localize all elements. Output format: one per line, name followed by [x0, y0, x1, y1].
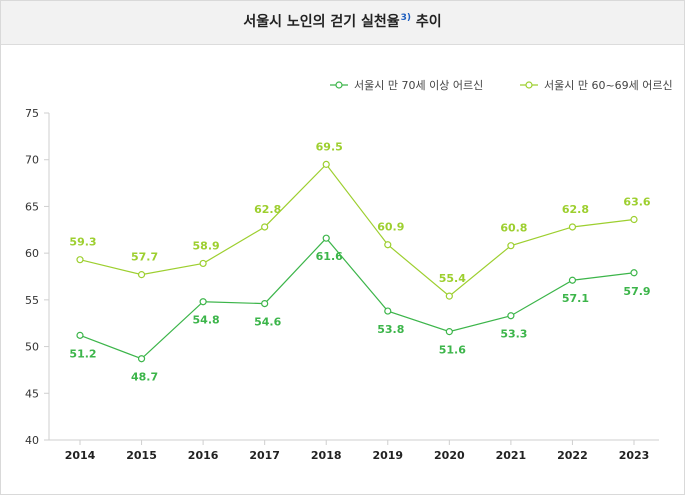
- data-label: 60.8: [500, 222, 527, 235]
- chart-title: 서울시 노인의 걷기 실천율3) 추이: [1, 1, 684, 45]
- y-tick-label: 60: [25, 247, 39, 260]
- data-point: [199, 259, 207, 268]
- data-point: [630, 269, 638, 277]
- legend-label: 서울시 만 60~69세 어르신: [544, 79, 673, 92]
- x-tick-label: 2016: [188, 449, 219, 462]
- x-tick-label: 2021: [496, 449, 527, 462]
- x-tick-label: 2018: [311, 449, 342, 462]
- axes: 40 45 50 55 60 65 70 75 2014 2015 2016 2017 2018 2019…: [25, 107, 659, 462]
- data-label: 48.7: [131, 371, 158, 384]
- data-label: 53.3: [500, 328, 527, 341]
- y-tick-label: 40: [25, 434, 39, 447]
- legend-item-2: 서울시 만 60~69세 어르신: [520, 79, 673, 92]
- data-label: 61.6: [316, 250, 343, 263]
- legend-label: 서울시 만 70세 이상 어르신: [354, 79, 483, 92]
- data-label: 53.8: [377, 323, 404, 336]
- series-2: 59.3 57.7 58.9 62.8 69.5 60.9 55.4 60.8 62.8 63.6: [69, 140, 651, 300]
- data-point: [261, 223, 269, 231]
- x-tick-label: 2017: [249, 449, 280, 462]
- y-tick-label: 75: [25, 107, 39, 120]
- x-tick-label: 2014: [65, 449, 96, 462]
- y-tick-label: 65: [25, 200, 39, 213]
- series-layer: 51.2 48.7 54.8 54.6 61.6 53.8 51.6 53.3 57.1 57.9…: [69, 140, 650, 383]
- data-label: 57.7: [131, 251, 158, 264]
- series-line: [79, 237, 635, 360]
- legend-swatch-marker: [525, 81, 533, 89]
- x-tick-label: 2019: [372, 449, 403, 462]
- data-label: 63.6: [623, 196, 650, 209]
- data-point: [322, 234, 330, 242]
- data-label: 51.2: [69, 347, 96, 360]
- chart-title-footnote-ref: 3): [400, 13, 412, 23]
- data-point: [261, 299, 269, 308]
- data-label: 54.6: [254, 316, 281, 329]
- data-label: 58.9: [193, 239, 220, 252]
- data-point: [507, 242, 515, 250]
- data-point: [384, 241, 392, 249]
- data-point: [137, 271, 146, 279]
- series-1: 51.2 48.7 54.8 54.6 61.6 53.8 51.6 53.3 57.1 57.9: [69, 234, 651, 384]
- y-tick-label: 50: [25, 341, 39, 354]
- data-point: [384, 307, 392, 315]
- legend: 서울시 만 70세 이상 어르신 서울시 만 60~69세 어르신: [330, 79, 673, 92]
- x-tick-label: 2015: [126, 449, 157, 462]
- legend-item-1: 서울시 만 70세 이상 어르신: [330, 79, 483, 92]
- x-tick-label: 2022: [557, 449, 588, 462]
- data-point: [76, 331, 84, 339]
- y-tick-label: 55: [25, 294, 39, 307]
- data-label: 60.9: [377, 221, 404, 234]
- data-point: [445, 292, 453, 300]
- data-point: [568, 276, 577, 284]
- data-point: [137, 355, 146, 363]
- y-tick-label: 70: [25, 154, 39, 167]
- data-point: [76, 256, 84, 264]
- chart-title-main: 서울시 노인의 걷기 실천율: [243, 14, 400, 30]
- data-point: [199, 298, 207, 306]
- data-label: 69.5: [316, 140, 343, 153]
- data-label: 51.6: [439, 344, 466, 357]
- x-tick-label: 2023: [619, 449, 650, 462]
- data-label: 57.1: [562, 292, 589, 305]
- data-label: 55.4: [439, 272, 466, 285]
- chart-title-tail: 추이: [411, 14, 442, 30]
- legend-swatch-marker: [335, 81, 343, 89]
- data-label: 54.8: [193, 314, 220, 327]
- data-point: [445, 328, 453, 336]
- data-point: [630, 215, 638, 224]
- data-point: [568, 223, 577, 231]
- data-label: 59.3: [69, 236, 96, 249]
- series-line: [79, 163, 635, 297]
- y-tick-label: 45: [25, 387, 39, 400]
- data-point: [507, 312, 515, 320]
- x-tick-label: 2020: [434, 449, 465, 462]
- data-label: 62.8: [562, 203, 589, 216]
- data-label: 62.8: [254, 203, 281, 216]
- data-point: [322, 160, 330, 168]
- data-label: 57.9: [623, 285, 650, 298]
